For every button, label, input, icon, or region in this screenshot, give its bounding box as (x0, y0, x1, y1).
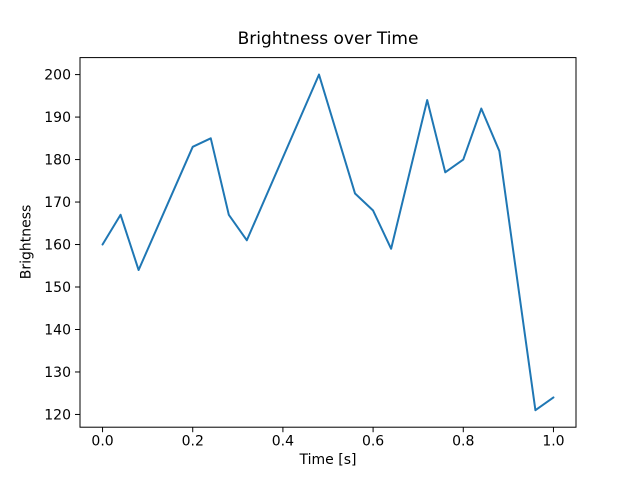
x-tick-label: 0.4 (272, 434, 294, 450)
x-tick-label: 0.0 (91, 434, 113, 450)
y-tick-label: 120 (44, 407, 71, 423)
x-tick-label: 0.8 (452, 434, 474, 450)
y-tick-label: 190 (44, 110, 71, 126)
y-tick-label: 170 (44, 195, 71, 211)
y-tick-label: 130 (44, 365, 71, 381)
x-tick-label: 1.0 (542, 434, 564, 450)
y-tick-label: 160 (44, 238, 71, 254)
y-tick-label: 180 (44, 153, 71, 169)
x-axis-label: Time [s] (299, 452, 357, 468)
x-tick-label: 0.2 (182, 434, 204, 450)
y-tick-label: 150 (44, 280, 71, 296)
y-tick-label: 200 (44, 68, 71, 84)
series-line-brightness (101, 73, 555, 412)
x-tick-label: 0.6 (362, 434, 384, 450)
axes-frame (79, 57, 577, 428)
chart-title: Brightness over Time (237, 29, 419, 49)
y-tick-label: 140 (44, 322, 71, 338)
